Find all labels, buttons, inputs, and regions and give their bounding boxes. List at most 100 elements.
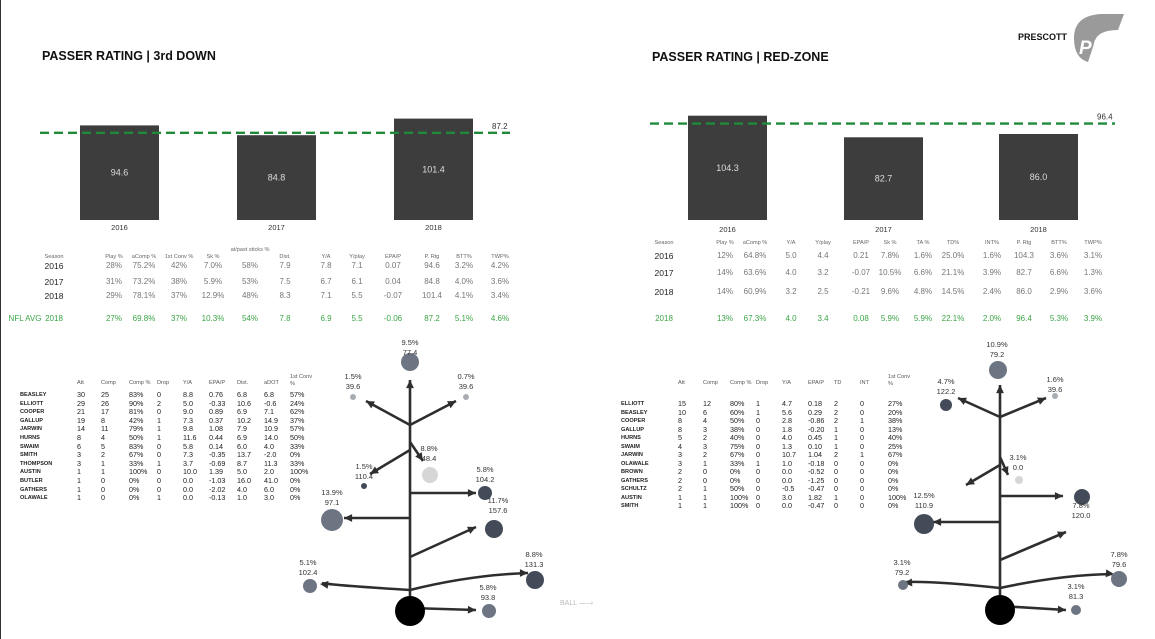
ball-label: BALL ——› bbox=[560, 600, 593, 607]
receiver-name: JARWIN bbox=[20, 426, 42, 433]
receiver-column-header: Y/A bbox=[782, 380, 792, 386]
receiver-stat-cell: 0.10 bbox=[808, 441, 822, 451]
receiver-stat-cell: 38% bbox=[730, 424, 745, 434]
stat-cell: 0.07 bbox=[385, 261, 401, 270]
receiver-stat-cell: 1 bbox=[703, 484, 707, 493]
stat-cell: 6.6% bbox=[913, 268, 933, 277]
stat-cell: 94.6 bbox=[424, 261, 440, 270]
receiver-stat-cell: 15 bbox=[678, 399, 686, 408]
receiver-stat-cell: 8 bbox=[101, 415, 105, 425]
receiver-stat-cell: 0 bbox=[157, 407, 161, 417]
receiver-stat-cell: 0% bbox=[129, 493, 140, 503]
route-node-rating: 110.4 bbox=[355, 472, 373, 481]
receiver-stat-cell: 0.0 bbox=[183, 484, 193, 494]
receiver-stat-cell: 0 bbox=[756, 484, 760, 493]
receiver-stat-cell: 67% bbox=[888, 450, 903, 459]
receiver-stat-cell: 41.0 bbox=[264, 476, 278, 485]
stat-cell: 0.04 bbox=[385, 277, 401, 286]
route-node-circle bbox=[478, 486, 492, 500]
receiver-stat-cell: 5.6 bbox=[782, 407, 792, 417]
route-line bbox=[409, 399, 457, 427]
receiver-stat-cell: 5 bbox=[101, 441, 105, 451]
route-node-circle bbox=[361, 483, 367, 489]
route-node-circle bbox=[898, 580, 908, 590]
stat-cell: 4.0 bbox=[785, 268, 797, 277]
category-label: 2016 bbox=[111, 223, 128, 232]
nfl-avg-cell: 22.1% bbox=[941, 314, 965, 323]
receiver-stat-cell: 8.7 bbox=[237, 458, 247, 468]
receiver-stat-cell: -0.6 bbox=[264, 398, 277, 408]
route-node-rating: 122.2 bbox=[937, 387, 956, 396]
arrow-head bbox=[1054, 492, 1063, 500]
receiver-stat-cell: 0.89 bbox=[209, 407, 223, 417]
receiver-stat-cell: -0.69 bbox=[209, 458, 226, 468]
receiver-stat-cell: 5.0 bbox=[237, 467, 247, 477]
receiver-stat-cell: 40% bbox=[730, 433, 745, 442]
receiver-stat-cell: 1 bbox=[157, 415, 161, 425]
route-node-circle bbox=[321, 509, 343, 531]
receiver-stat-cell: 1.39 bbox=[209, 467, 223, 477]
route-node-rating: 93.8 bbox=[481, 593, 496, 602]
nfl-average-label: 87.2 bbox=[492, 122, 508, 131]
receiver-name: ELLIOTT bbox=[20, 400, 44, 407]
receiver-stat-cell: 0 bbox=[834, 484, 838, 493]
nfl-average-label: 96.4 bbox=[1097, 113, 1113, 122]
receiver-name: BUTLER bbox=[20, 478, 43, 484]
receiver-stat-cell: 0% bbox=[129, 484, 140, 494]
receiver-stat-cell: 0 bbox=[860, 458, 864, 468]
column-header: BTT% bbox=[456, 254, 472, 260]
receiver-stat-cell: 3 bbox=[678, 458, 682, 468]
receiver-stat-cell: 0 bbox=[101, 493, 105, 503]
bar-value-label: 101.4 bbox=[422, 164, 445, 174]
nfl-avg-cell: NFL AVG bbox=[8, 314, 42, 323]
season-cell: 2017 bbox=[654, 268, 674, 278]
nfl-avg-cell: -0.06 bbox=[383, 314, 403, 323]
receiver-stat-cell: 0 bbox=[101, 484, 105, 494]
receiver-stat-cell: 0 bbox=[157, 484, 161, 494]
nfl-avg-cell: 5.9% bbox=[913, 314, 933, 323]
receiver-stat-cell: -0.47 bbox=[808, 484, 825, 493]
receiver-stat-cell: 0 bbox=[157, 450, 161, 460]
bar-2017 bbox=[844, 137, 923, 220]
receiver-name: COOPER bbox=[20, 409, 45, 416]
receiver-stat-cell: 4 bbox=[678, 441, 682, 451]
receiver-stat-cell: 80% bbox=[730, 399, 745, 408]
receiver-stat-cell: 6.0 bbox=[264, 484, 274, 494]
stat-cell: 75.2% bbox=[132, 261, 156, 270]
receiver-stat-cell: 33% bbox=[290, 441, 305, 451]
receiver-stat-cell: 1 bbox=[834, 441, 838, 451]
receiver-stat-cell: 19 bbox=[77, 415, 85, 425]
receiver-stat-cell: 79% bbox=[129, 424, 144, 434]
stat-cell: -0.21 bbox=[851, 287, 871, 296]
route-line bbox=[999, 530, 1067, 562]
receiver-stat-cell: 8.8 bbox=[183, 390, 193, 399]
route-node-circle bbox=[463, 394, 469, 400]
route-node-rating: 110.9 bbox=[915, 501, 933, 510]
receiver-stat-cell: 38% bbox=[888, 416, 903, 425]
receiver-stat-cell: 0 bbox=[860, 467, 864, 476]
stat-cell: 42% bbox=[170, 261, 187, 270]
route-node-pct: 1.5% bbox=[355, 462, 372, 471]
receiver-stat-cell: 0 bbox=[756, 467, 760, 476]
receiver-stat-cell: 21 bbox=[77, 407, 85, 417]
stat-cell: 31% bbox=[105, 277, 122, 286]
receiver-name: SWAIM bbox=[20, 443, 39, 450]
receiver-stat-cell: 10.9 bbox=[264, 424, 278, 434]
stat-cell: 6.1 bbox=[351, 277, 363, 286]
receiver-stat-cell: 1 bbox=[860, 450, 864, 459]
receiver-column-header: INT bbox=[860, 380, 870, 386]
receiver-stat-cell: 42% bbox=[129, 415, 144, 425]
receiver-stat-cell: 0 bbox=[834, 458, 838, 468]
receiver-stat-cell: 1.82 bbox=[808, 492, 822, 502]
route-node-circle bbox=[401, 353, 419, 371]
route-node-rating: 131.3 bbox=[525, 560, 544, 569]
arrow-head bbox=[996, 385, 1004, 394]
route-node-circle bbox=[1071, 605, 1081, 615]
stat-cell: 48% bbox=[241, 291, 258, 300]
receiver-stat-cell: 29 bbox=[77, 398, 85, 408]
receiver-stat-cell: 1 bbox=[157, 458, 161, 468]
receiver-stat-cell: 0.0 bbox=[183, 493, 193, 503]
route-node-pct: 1.6% bbox=[1046, 375, 1063, 384]
receiver-stat-cell: 57% bbox=[290, 424, 305, 434]
receiver-stat-cell: -0.86 bbox=[808, 416, 825, 425]
